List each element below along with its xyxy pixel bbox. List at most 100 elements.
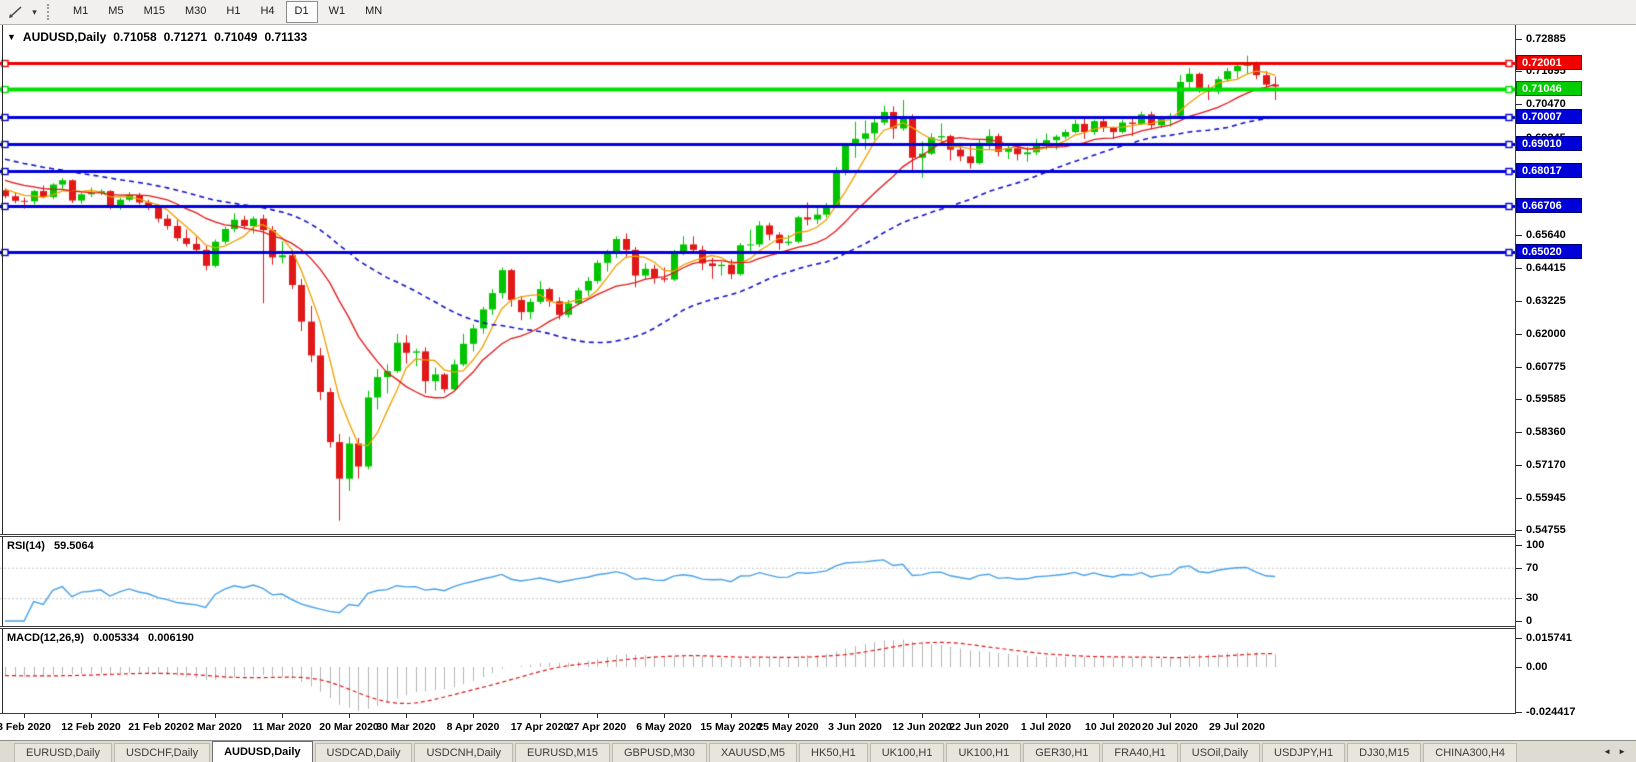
tab-uk100-h1[interactable]: UK100,H1 [946, 743, 1022, 762]
price-tick-label: 0.58360 [1526, 426, 1566, 438]
price-tag-0.71046: 0.71046 [1516, 81, 1582, 96]
price-tick-label: 0.57170 [1526, 459, 1566, 471]
price-tick-label: 0.62000 [1526, 328, 1566, 340]
price-tick-label: 0.55945 [1526, 492, 1566, 504]
rsi-canvas[interactable] [0, 537, 1515, 626]
timeframe-h1[interactable]: H1 [226, 5, 241, 17]
macd-tick-label: 0.015741 [1526, 632, 1572, 644]
trendline-tool-dropdown[interactable]: ▾ [28, 2, 41, 22]
tab-gbpusd-m30[interactable]: GBPUSD,M30 [611, 743, 707, 762]
ohlc-close: 0.71133 [264, 30, 308, 44]
tab-usdcnh-daily[interactable]: USDCNH,Daily [414, 743, 514, 762]
rsi-tick-label: 0 [1526, 615, 1533, 627]
macd-label: MACD(12,26,9) 0.005334 0.006190 [7, 632, 194, 644]
tab-uk100-h1[interactable]: UK100,H1 [869, 743, 945, 762]
tab-eurusd-daily[interactable]: EURUSD,Daily [14, 743, 112, 762]
panel-left-border [2, 537, 3, 626]
date-tick [1046, 714, 1047, 718]
rsi-scale[interactable]: 100 70 30 0 [1516, 537, 1636, 627]
top-toolbar: ▾ M1 M5 M15 M30 H1 H4 D1 W1 MN [0, 0, 1636, 25]
tab-usoil-daily[interactable]: USOil,Daily [1179, 743, 1261, 762]
date-label: 3 Feb 2020 [0, 721, 51, 733]
timeframe-m1[interactable]: M1 [73, 5, 89, 17]
chart-title: ▼ AUDUSD,Daily 0.71058 0.71271 0.71049 0… [7, 30, 307, 44]
macd-signal-value: 0.006190 [148, 632, 194, 644]
ohlc-low: 0.71049 [214, 30, 258, 44]
date-tick [24, 714, 25, 718]
price-tag-0.72001: 0.72001 [1516, 55, 1582, 70]
date-label: 20 Jul 2020 [1141, 721, 1199, 733]
date-tick [922, 714, 923, 718]
main-chart-panel: ▼ AUDUSD,Daily 0.71058 0.71271 0.71049 0… [0, 25, 1515, 534]
date-label: 6 May 2020 [636, 721, 692, 733]
date-label: 11 Mar 2020 [252, 721, 312, 733]
trendline-tool-button[interactable] [4, 2, 28, 22]
tab-usdcad-daily[interactable]: USDCAD,Daily [314, 743, 413, 762]
price-tick [1516, 39, 1522, 40]
timeframe-h4[interactable]: H4 [260, 5, 275, 17]
macd-scale[interactable]: 0.015741 0.00 -0.024417 [1516, 629, 1636, 718]
macd-tick [1516, 667, 1522, 668]
price-tick [1516, 104, 1522, 105]
date-tick [664, 714, 665, 718]
timeframe-d1[interactable]: D1 [285, 1, 318, 23]
chart-menu-arrow-icon[interactable]: ▼ [7, 32, 16, 42]
tab-dj30-m15[interactable]: DJ30,M15 [1347, 743, 1422, 762]
date-tick [597, 714, 598, 718]
date-tick [91, 714, 92, 718]
price-tick [1516, 235, 1522, 236]
price-tick [1516, 465, 1522, 466]
tab-scroll-right-icon[interactable]: ► [1618, 747, 1626, 756]
date-tick [282, 714, 283, 718]
timeframe-mn[interactable]: MN [365, 5, 383, 17]
price-scale[interactable]: 0.728850.716950.704700.692450.680550.668… [1516, 25, 1636, 536]
rsi-name: RSI(14) [7, 540, 45, 552]
tab-hk50-h1[interactable]: HK50,H1 [799, 743, 868, 762]
date-label: 25 May 2020 [757, 721, 819, 733]
date-tick [540, 714, 541, 718]
ohlc-open: 0.71058 [113, 30, 157, 44]
price-tag-0.66706: 0.66706 [1516, 198, 1582, 213]
price-tag-0.65020: 0.65020 [1516, 244, 1582, 259]
price-tick-label: 0.65640 [1526, 229, 1566, 241]
price-tick [1516, 301, 1522, 302]
macd-panel: MACD(12,26,9) 0.005334 0.006190 [0, 629, 1515, 713]
timeframe-w1[interactable]: W1 [328, 5, 346, 17]
panel-left-border [2, 25, 3, 534]
rsi-label: RSI(14) 59.5064 [7, 540, 94, 552]
rsi-tick-label: 100 [1526, 539, 1545, 551]
date-label: 3 Jun 2020 [828, 721, 882, 733]
tab-xauusd-m5[interactable]: XAUUSD,M5 [708, 743, 798, 762]
rsi-tick [1516, 568, 1522, 569]
date-label: 29 Jul 2020 [1208, 721, 1266, 733]
timeframe-m30[interactable]: M30 [184, 5, 207, 17]
tab-fra40-h1[interactable]: FRA40,H1 [1102, 743, 1178, 762]
panel-separator[interactable] [0, 626, 1515, 629]
macd-canvas[interactable] [0, 629, 1515, 713]
price-tick-label: 0.63225 [1526, 295, 1566, 307]
tab-scroll-left-icon[interactable]: ◄ [1603, 747, 1612, 756]
toolbar-grip-handle[interactable] [47, 4, 55, 20]
date-tick [1170, 714, 1171, 718]
date-axis[interactable]: 3 Feb 2020 12 Feb 2020 21 Feb 2020 2 Mar 20… [0, 714, 1515, 740]
timeframe-m5[interactable]: M5 [108, 5, 124, 17]
chart-symbol-label: AUDUSD,Daily [22, 30, 107, 44]
date-label: 12 Jun 2020 [892, 721, 952, 733]
rsi-tick-label: 70 [1526, 562, 1539, 574]
price-tick-label: 0.59585 [1526, 393, 1566, 405]
date-label: 10 Jul 2020 [1084, 721, 1142, 733]
tab-eurusd-m15[interactable]: EURUSD,M15 [515, 743, 610, 762]
tab-usdjpy-h1[interactable]: USDJPY,H1 [1262, 743, 1346, 762]
date-tick [788, 714, 789, 718]
trendline-tool-icon [9, 6, 22, 18]
main-chart-canvas[interactable] [0, 25, 1515, 534]
panel-separator[interactable] [0, 534, 1515, 537]
macd-tick-label: 0.00 [1526, 661, 1548, 673]
timeframe-m15[interactable]: M15 [143, 5, 165, 17]
price-tag-0.68017: 0.68017 [1516, 163, 1582, 178]
tab-usdchf-daily[interactable]: USDCHF,Daily [113, 743, 211, 762]
tab-audusd-daily[interactable]: AUDUSD,Daily [212, 741, 313, 762]
tab-ger30-h1[interactable]: GER30,H1 [1023, 743, 1101, 762]
date-label: 15 May 2020 [700, 721, 762, 733]
tab-china300-h4[interactable]: CHINA300,H4 [1423, 743, 1517, 762]
